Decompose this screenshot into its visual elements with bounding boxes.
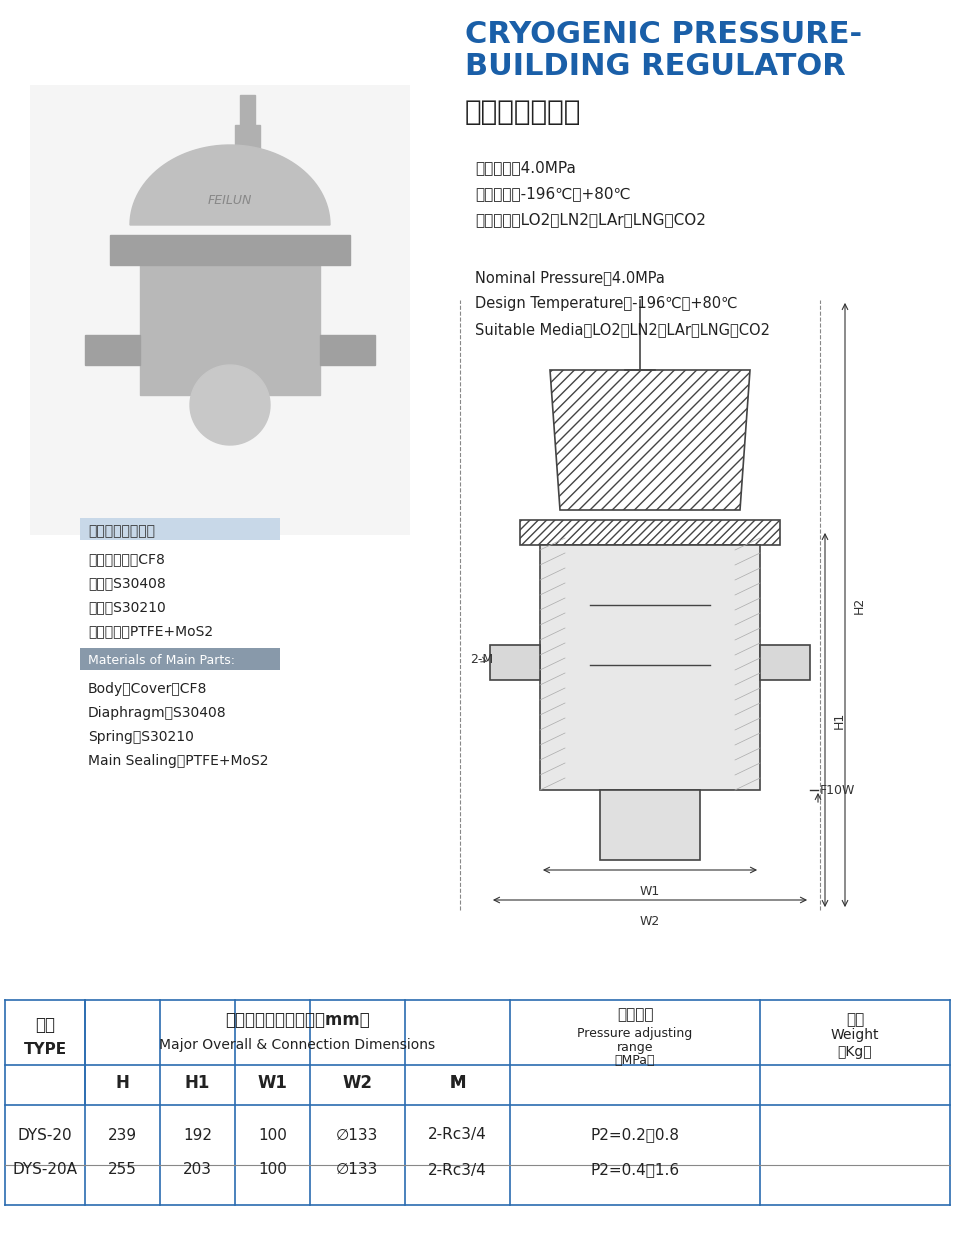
Text: W2: W2 bbox=[640, 915, 660, 927]
Polygon shape bbox=[540, 545, 760, 790]
Bar bbox=[110, 235, 350, 266]
Text: 适用介质：LO2、LN2、LAr、LNG、CO2: 适用介质：LO2、LN2、LAr、LNG、CO2 bbox=[475, 212, 706, 227]
Text: （Kg）: （Kg） bbox=[838, 1045, 872, 1058]
Text: （MPa）: （MPa） bbox=[615, 1053, 655, 1067]
Text: Diaphragm：S30408: Diaphragm：S30408 bbox=[88, 706, 226, 720]
Text: Nominal Pressure：4.0MPa: Nominal Pressure：4.0MPa bbox=[475, 270, 665, 285]
Text: 型号: 型号 bbox=[35, 1016, 55, 1034]
Text: Weight: Weight bbox=[831, 1028, 880, 1042]
Text: 主要零部件材料：: 主要零部件材料： bbox=[88, 524, 155, 538]
Polygon shape bbox=[600, 790, 700, 860]
Text: BUILDING REGULATOR: BUILDING REGULATOR bbox=[465, 52, 846, 82]
Text: 公称压力：4.0MPa: 公称压力：4.0MPa bbox=[475, 161, 576, 175]
Bar bbox=[85, 335, 140, 366]
Text: H2: H2 bbox=[853, 597, 866, 614]
Text: DYS-20A: DYS-20A bbox=[12, 1162, 77, 1177]
Text: M: M bbox=[449, 1074, 466, 1092]
Text: 239: 239 bbox=[108, 1128, 138, 1142]
Text: 调压范围: 调压范围 bbox=[617, 1008, 653, 1023]
Polygon shape bbox=[760, 645, 810, 680]
Text: DYS-20: DYS-20 bbox=[18, 1128, 73, 1142]
Text: P2=0.4～1.6: P2=0.4～1.6 bbox=[590, 1162, 680, 1177]
Text: W2: W2 bbox=[343, 1074, 372, 1092]
Text: ∅133: ∅133 bbox=[336, 1128, 379, 1142]
Text: range: range bbox=[617, 1041, 653, 1053]
Text: W1: W1 bbox=[258, 1074, 287, 1092]
Text: 低温升压调压阀: 低温升压调压阀 bbox=[465, 98, 582, 126]
Text: H1: H1 bbox=[185, 1074, 210, 1092]
Text: 255: 255 bbox=[108, 1162, 137, 1177]
Polygon shape bbox=[235, 95, 260, 149]
Text: 100: 100 bbox=[258, 1162, 286, 1177]
Text: 192: 192 bbox=[183, 1128, 212, 1142]
Text: TYPE: TYPE bbox=[24, 1042, 67, 1057]
Text: FEILUN: FEILUN bbox=[208, 194, 252, 206]
Bar bbox=[30, 85, 410, 535]
Text: W1: W1 bbox=[640, 885, 660, 898]
Text: 阀瓣：S30408: 阀瓣：S30408 bbox=[88, 576, 166, 590]
Bar bbox=[140, 261, 320, 395]
Polygon shape bbox=[490, 645, 540, 680]
Text: 弹簧：S30210: 弹簧：S30210 bbox=[88, 600, 166, 614]
Bar bbox=[320, 335, 375, 366]
Text: P2=0.2～0.8: P2=0.2～0.8 bbox=[590, 1128, 680, 1142]
Text: 阀体、阀盖：CF8: 阀体、阀盖：CF8 bbox=[88, 552, 165, 566]
Text: 2-M: 2-M bbox=[470, 653, 493, 666]
Text: Major Overall & Connection Dimensions: Major Overall & Connection Dimensions bbox=[159, 1037, 435, 1052]
FancyBboxPatch shape bbox=[80, 648, 280, 671]
Polygon shape bbox=[190, 366, 270, 445]
Text: F10W: F10W bbox=[820, 783, 856, 797]
Text: Pressure adjusting: Pressure adjusting bbox=[578, 1026, 692, 1040]
Text: Design Temperature：-196℃～+80℃: Design Temperature：-196℃～+80℃ bbox=[475, 296, 737, 311]
Text: H1: H1 bbox=[833, 711, 846, 729]
Text: CRYOGENIC PRESSURE-: CRYOGENIC PRESSURE- bbox=[465, 20, 862, 49]
Text: ∅133: ∅133 bbox=[336, 1162, 379, 1177]
Text: 重量: 重量 bbox=[846, 1013, 864, 1028]
Text: Materials of Main Parts:: Materials of Main Parts: bbox=[88, 655, 235, 667]
Text: 2-Rc3/4: 2-Rc3/4 bbox=[428, 1128, 487, 1142]
Text: Body、Cover：CF8: Body、Cover：CF8 bbox=[88, 682, 207, 697]
Text: 203: 203 bbox=[183, 1162, 212, 1177]
Text: Main Sealing：PTFE+MoS2: Main Sealing：PTFE+MoS2 bbox=[88, 755, 268, 768]
Text: 主密封件：PTFE+MoS2: 主密封件：PTFE+MoS2 bbox=[88, 624, 213, 638]
Text: 主要外型和连接尺寸（mm）: 主要外型和连接尺寸（mm） bbox=[225, 1011, 370, 1029]
Text: 设计温度：-196℃～+80℃: 设计温度：-196℃～+80℃ bbox=[475, 186, 630, 201]
Text: 2-Rc3/4: 2-Rc3/4 bbox=[428, 1162, 487, 1177]
Text: M: M bbox=[449, 1074, 466, 1092]
Text: H: H bbox=[116, 1074, 130, 1092]
Text: Spring：S30210: Spring：S30210 bbox=[88, 730, 194, 743]
Text: 100: 100 bbox=[258, 1128, 286, 1142]
FancyBboxPatch shape bbox=[80, 517, 280, 540]
Text: Suitable Media：LO2、LN2、LAr、LNG、CO2: Suitable Media：LO2、LN2、LAr、LNG、CO2 bbox=[475, 322, 770, 337]
Polygon shape bbox=[130, 144, 330, 225]
